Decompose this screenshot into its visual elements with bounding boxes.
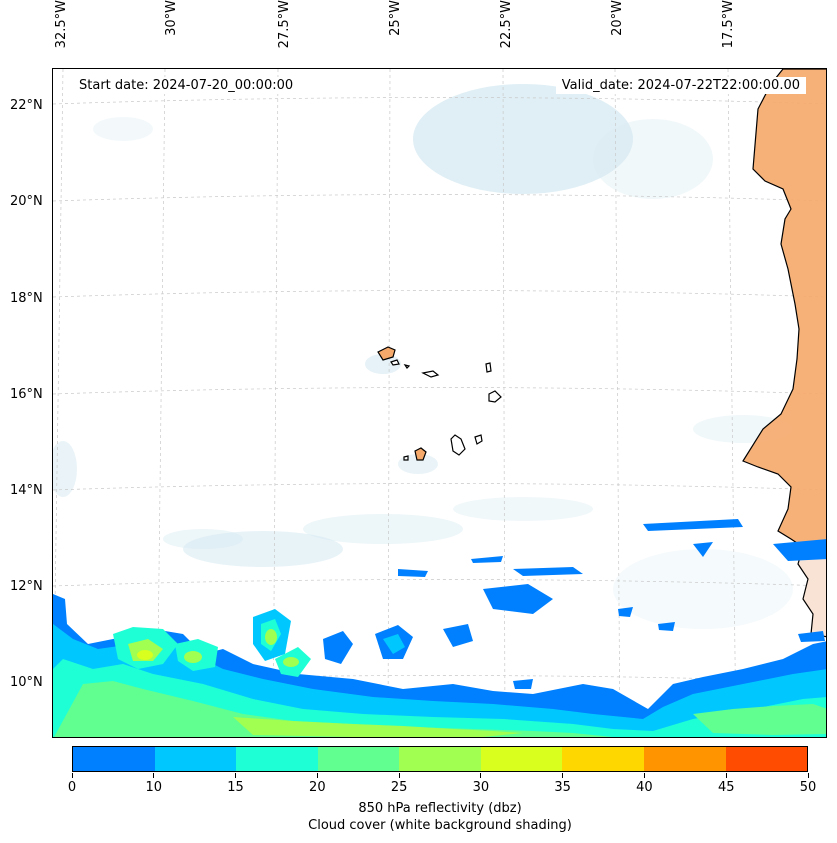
lon-label-30w: 30°W	[164, 0, 179, 36]
colorbar-tick-mark	[316, 773, 318, 778]
colorbar-segment	[643, 747, 726, 771]
colorbar-tick-mark	[235, 773, 237, 778]
africa-coast	[742, 69, 826, 638]
colorbar-segment	[480, 747, 563, 771]
colorbar-segment	[725, 747, 808, 771]
lon-label-20w: 20°W	[610, 0, 625, 36]
colorbar-tick-label: 25	[390, 780, 408, 795]
colorbar-tick-label: 20	[309, 780, 326, 795]
colorbar-segment	[73, 747, 155, 771]
colorbar-tick-mark	[71, 773, 73, 778]
colorbar-label-reflectivity: 850 hPa reflectivity (dbz)	[358, 801, 522, 816]
colorbar-segment	[154, 747, 237, 771]
colorbar-tick-mark	[643, 773, 645, 778]
lat-label-12n: 12°N	[10, 579, 43, 594]
reflectivity-layer	[53, 519, 826, 737]
colorbar	[72, 746, 808, 772]
colorbar-segment	[562, 747, 644, 771]
lat-label-16n: 16°N	[10, 387, 43, 402]
lat-label-20n: 20°N	[10, 194, 43, 209]
lon-label-25w: 25°W	[388, 0, 403, 36]
colorbar-tick-label: 35	[554, 780, 571, 795]
colorbar-tick-label: 15	[227, 780, 244, 795]
lon-label-22-5w: 22.5°W	[499, 0, 514, 49]
lat-label-22n: 22°N	[10, 98, 43, 113]
cape-verde-islands	[377, 346, 502, 461]
colorbar-tick-label: 0	[67, 780, 77, 795]
colorbar-tick-mark	[398, 773, 400, 778]
colorbar-segment	[399, 747, 481, 771]
colorbar-tick-mark	[153, 773, 155, 778]
colorbar-tick-mark	[562, 773, 564, 778]
lat-label-14n: 14°N	[10, 483, 43, 498]
colorbar-tick-mark	[725, 773, 727, 778]
map-panel: Start date: 2024-07-20_00:00:00 Valid_da…	[52, 68, 827, 738]
cloud-cover-layer	[53, 84, 793, 629]
colorbar-tick-mark	[807, 773, 809, 778]
colorbar-tick-label: 50	[799, 780, 817, 795]
colorbar-segment	[317, 747, 400, 771]
map-canvas	[53, 69, 826, 737]
lon-label-17-5w: 17.5°W	[721, 0, 736, 49]
colorbar-tick-label: 45	[717, 780, 735, 795]
start-date-label: Start date: 2024-07-20_00:00:00	[73, 77, 300, 94]
colorbar-tick-label: 10	[145, 780, 163, 795]
lon-label-32-5w: 32.5°W	[54, 0, 69, 49]
colorbar-label-cloud-cover: Cloud cover (white background shading)	[308, 818, 572, 833]
lat-label-10n: 10°N	[10, 675, 43, 690]
colorbar-tick-mark	[480, 773, 482, 778]
colorbar-segment	[236, 747, 318, 771]
valid-date-label: Valid_date: 2024-07-22T22:00:00.00	[555, 77, 806, 94]
colorbar-tick-label: 40	[636, 780, 653, 795]
lat-label-18n: 18°N	[10, 291, 43, 306]
lon-label-27-5w: 27.5°W	[277, 0, 292, 49]
colorbar-tick-label: 30	[472, 780, 490, 795]
